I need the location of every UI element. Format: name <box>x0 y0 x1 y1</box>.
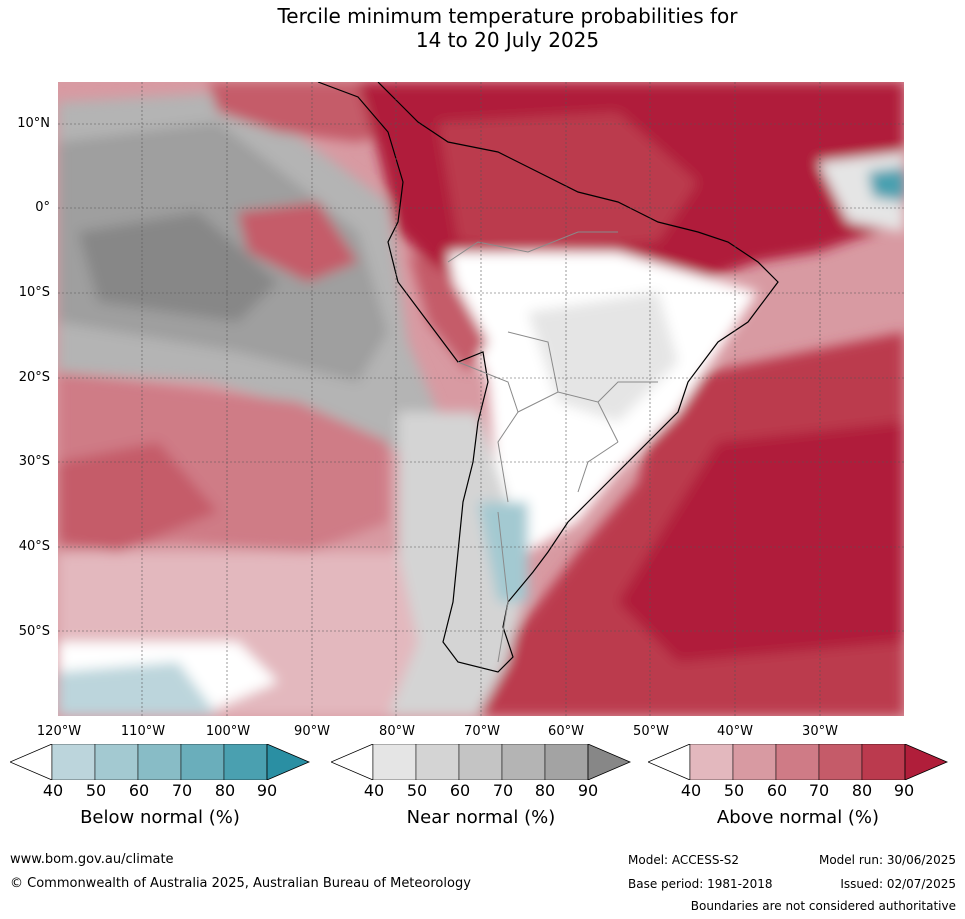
lon-label-110w: 110°W <box>120 724 166 739</box>
below-bin-60 <box>137 744 182 780</box>
map-title: Tercile minimum temperature probabilitie… <box>0 4 965 52</box>
above-bin-70 <box>818 744 863 780</box>
colorbar-above <box>648 744 948 780</box>
footer-copyright: © Commonwealth of Australia 2025, Austra… <box>10 876 471 891</box>
below-tick-50: 50 <box>85 781 107 800</box>
below-tick-60: 60 <box>128 781 150 800</box>
near-bin-70 <box>501 744 546 780</box>
footer-disclaimer: Boundaries are not considered authoritat… <box>690 899 956 913</box>
lon-label-90w: 90°W <box>294 724 330 739</box>
title-line-1: Tercile minimum temperature probabilitie… <box>277 4 738 28</box>
probability-shading <box>58 82 904 716</box>
near-tick-50: 50 <box>406 781 428 800</box>
near-tick-80: 80 <box>534 781 556 800</box>
near-bin-50 <box>415 744 460 780</box>
lon-label-60w: 60°W <box>548 724 584 739</box>
below-tick-40: 40 <box>42 781 64 800</box>
above-tick-60: 60 <box>766 781 788 800</box>
colorbar-below-svg <box>10 744 310 780</box>
lon-label-30w: 30°W <box>802 724 838 739</box>
above-bin-40 <box>689 744 734 780</box>
footer-base-period: Base period: 1981-2018 <box>628 877 773 891</box>
below-bin-upper <box>266 744 310 780</box>
above-tick-50: 50 <box>723 781 745 800</box>
above-tick-70: 70 <box>808 781 830 800</box>
lat-label-10s: 10°S <box>18 285 50 300</box>
below-bin-70 <box>180 744 225 780</box>
above-bin-50 <box>732 744 777 780</box>
colorbar-below-title: Below normal (%) <box>80 807 240 828</box>
lat-label-10n: 10°N <box>17 116 50 131</box>
country-borders <box>447 231 658 663</box>
lon-label-70w: 70°W <box>464 724 500 739</box>
coastline <box>317 82 779 673</box>
lat-label-40s: 40°S <box>18 539 50 554</box>
lon-label-40w: 40°W <box>717 724 753 739</box>
near-bin-80 <box>544 744 589 780</box>
near-bin-upper <box>587 744 631 780</box>
footer-model-run: Model run: 30/06/2025 <box>818 853 956 867</box>
probability-map <box>58 82 904 716</box>
above-tick-40: 40 <box>680 781 702 800</box>
below-tick-90: 90 <box>256 781 278 800</box>
lon-label-100w: 100°W <box>205 724 251 739</box>
near-tick-90: 90 <box>577 781 599 800</box>
near-bin-60 <box>458 744 503 780</box>
footer-url: www.bom.gov.au/climate <box>10 852 174 867</box>
lat-label-50s: 50°S <box>18 624 50 639</box>
above-bin-80 <box>861 744 906 780</box>
above-tick-80: 80 <box>851 781 873 800</box>
below-tick-80: 80 <box>214 781 236 800</box>
lon-label-50w: 50°W <box>633 724 669 739</box>
colorbar-near-svg <box>331 744 631 780</box>
near-bin-lower <box>331 744 374 780</box>
colorbar-above-title: Above normal (%) <box>716 807 880 828</box>
title-line-2: 14 to 20 July 2025 <box>415 28 600 52</box>
near-bin-40 <box>372 744 417 780</box>
near-tick-60: 60 <box>449 781 471 800</box>
above-bin-lower <box>648 744 691 780</box>
below-bin-50 <box>94 744 139 780</box>
above-bin-upper <box>904 744 948 780</box>
near-tick-70: 70 <box>492 781 514 800</box>
graticule <box>58 82 904 716</box>
near-tick-40: 40 <box>363 781 385 800</box>
below-bin-80 <box>223 744 268 780</box>
below-bin-lower <box>10 744 53 780</box>
lat-label-0: 0° <box>35 200 50 215</box>
above-bin-60 <box>775 744 820 780</box>
below-bin-40 <box>51 744 96 780</box>
map-svg <box>58 82 904 716</box>
lat-label-30s: 30°S <box>18 454 50 469</box>
colorbar-below <box>10 744 310 780</box>
footer-model: Model: ACCESS-S2 <box>628 853 740 867</box>
above-tick-90: 90 <box>893 781 915 800</box>
colorbar-near <box>331 744 631 780</box>
footer-issued: Issued: 02/07/2025 <box>840 877 956 891</box>
colorbar-above-svg <box>648 744 948 780</box>
colorbar-near-title: Near normal (%) <box>406 807 556 828</box>
lon-label-120w: 120°W <box>36 724 82 739</box>
lon-label-80w: 80°W <box>379 724 415 739</box>
lat-label-20s: 20°S <box>18 370 50 385</box>
below-tick-70: 70 <box>171 781 193 800</box>
